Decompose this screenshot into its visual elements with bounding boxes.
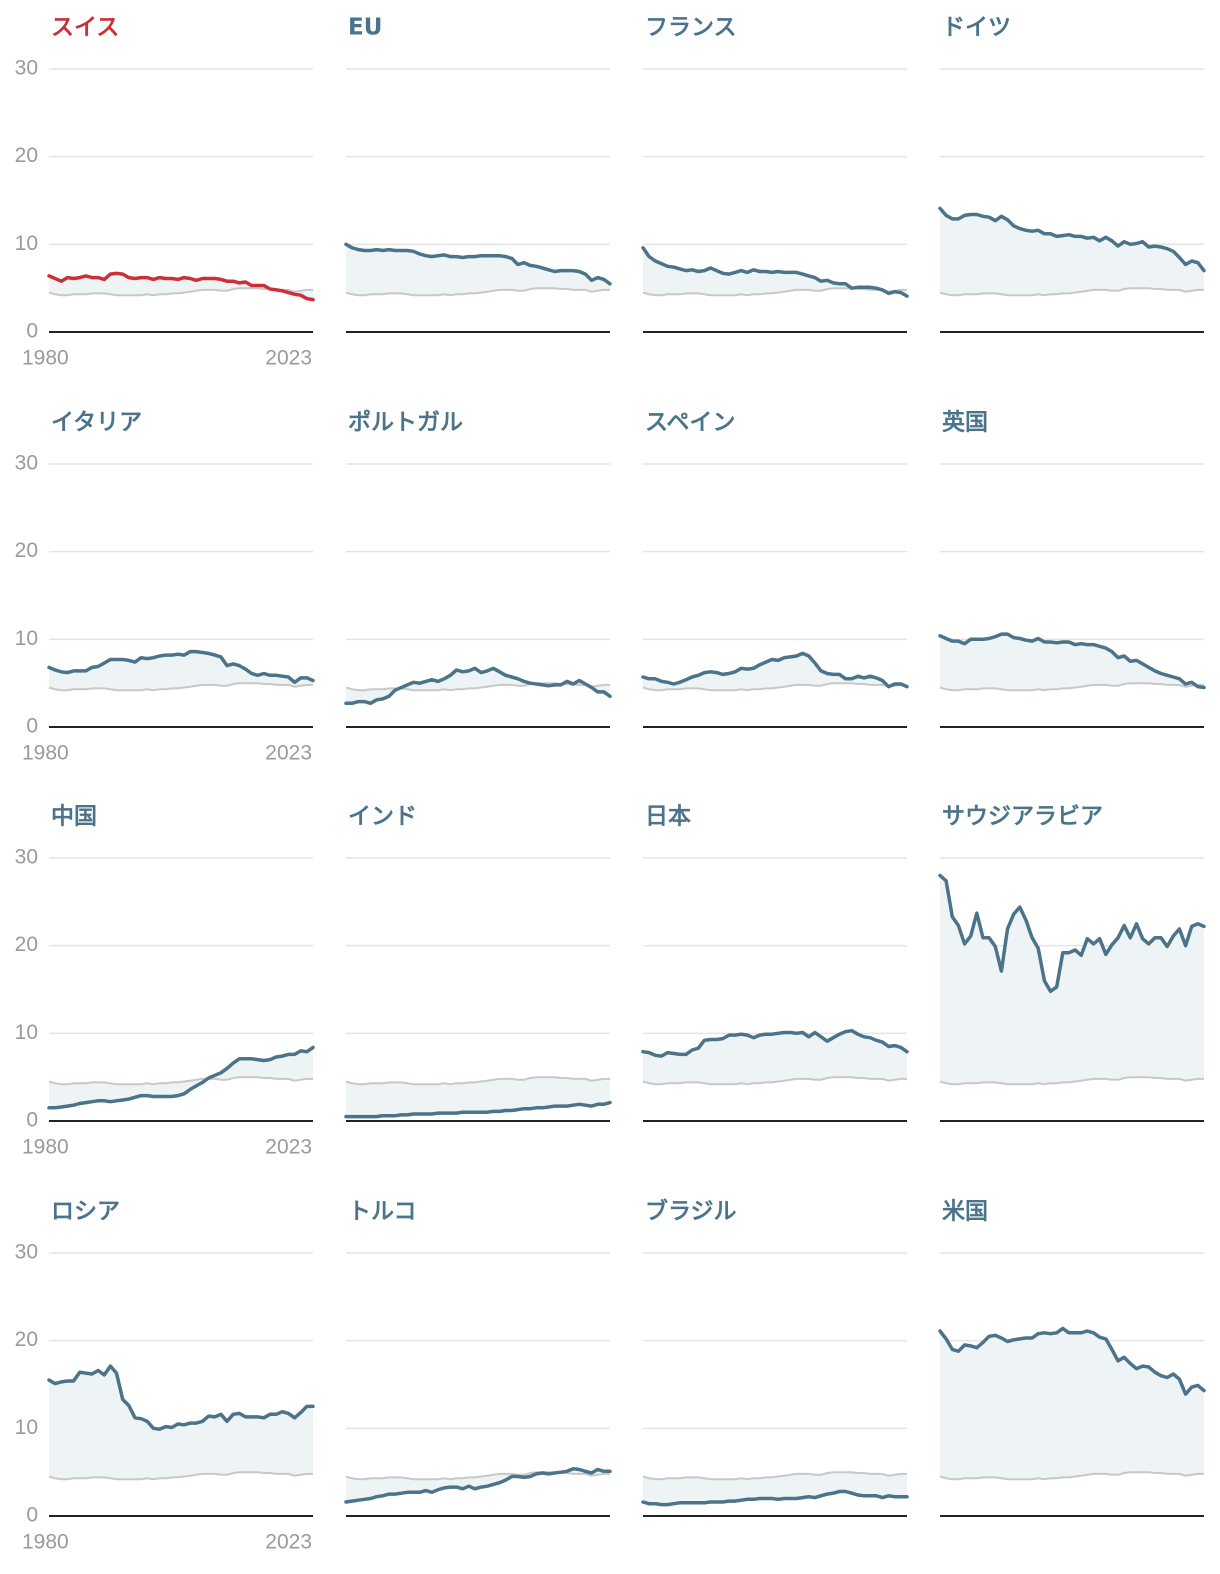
gap-area [346, 1468, 610, 1502]
y-tick-label: 30 [15, 452, 38, 475]
panel-15: ブラジル [641, 1198, 909, 1517]
series-line [938, 873, 1206, 994]
x-tick-label: 2023 [265, 1531, 312, 1554]
series-line [938, 206, 1206, 273]
reference-line [939, 1471, 1204, 1481]
panel-title: サウジアラビア [942, 804, 1103, 830]
y-tick-label: 10 [15, 627, 38, 650]
panel-2: EU [344, 15, 612, 333]
panel-16: 米国 [938, 1199, 1206, 1517]
panel-title: スイス [51, 15, 119, 41]
y-tick-label: 30 [15, 846, 38, 869]
gap-area [49, 1366, 313, 1480]
gap-area [940, 1328, 1204, 1480]
panel-4: ドイツ [938, 15, 1206, 333]
panel-1: スイス 0 10 20 30 1980 2023 [15, 15, 315, 370]
reference-line [642, 682, 907, 692]
x-tick-label: 2023 [265, 1136, 312, 1159]
reference-line [642, 1076, 907, 1086]
gap-area [643, 1030, 907, 1085]
reference-line [48, 682, 313, 692]
panel-title: インド [348, 804, 417, 830]
series-line [641, 246, 909, 298]
y-tick-label: 0 [26, 1109, 38, 1132]
panel-title: フランス [645, 15, 737, 41]
gap-area [940, 208, 1204, 296]
x-tick-label: 2023 [265, 347, 312, 370]
panel-5: イタリア 0 10 20 30 1980 2023 [15, 410, 315, 765]
panel-title: ブラジル [645, 1198, 737, 1225]
panel-3: フランス [641, 15, 909, 333]
series-line [938, 1326, 1206, 1396]
panel-10: インド [344, 804, 612, 1122]
gap-area [940, 875, 1204, 1085]
y-tick-label: 30 [15, 1241, 38, 1264]
gap-area [643, 653, 907, 691]
x-tick-label: 1980 [22, 347, 69, 370]
panel-title: 日本 [645, 804, 691, 830]
reference-line [48, 1076, 313, 1086]
panel-title: イタリア [51, 410, 142, 436]
panel-title: EU [348, 15, 382, 41]
y-tick-label: 0 [26, 715, 38, 738]
panel-title: ドイツ [942, 15, 1011, 41]
series-line [47, 649, 315, 685]
series-line [938, 632, 1206, 690]
reference-line [939, 1076, 1204, 1086]
y-tick-label: 10 [15, 232, 38, 255]
panel-11: 日本 [641, 804, 909, 1122]
y-tick-label: 20 [15, 933, 38, 956]
reference-line [642, 1471, 907, 1481]
panel-title: トルコ [348, 1199, 417, 1225]
series-line [641, 1028, 909, 1058]
gap-area [346, 668, 610, 704]
reference-line [345, 287, 610, 297]
series-line [344, 242, 612, 286]
reference-line [48, 1471, 313, 1481]
series-line [641, 651, 909, 689]
panel-title: 米国 [942, 1199, 988, 1225]
panel-title: 中国 [51, 804, 97, 830]
series-line [344, 1466, 612, 1504]
panel-title: スペイン [645, 410, 735, 436]
series-line [47, 1045, 315, 1110]
series-line [344, 1100, 612, 1119]
gap-area [346, 244, 610, 296]
x-tick-label: 1980 [22, 1531, 69, 1554]
y-tick-label: 10 [15, 1021, 38, 1044]
series-line [47, 1364, 315, 1431]
x-tick-label: 1980 [22, 742, 69, 765]
reference-line [939, 287, 1204, 297]
reference-line [345, 1076, 610, 1086]
panel-7: スペイン [641, 410, 909, 728]
panel-6: ポルトガル [344, 409, 612, 728]
gap-area [49, 1047, 313, 1108]
series-line [641, 1489, 909, 1507]
panel-14: トルコ [344, 1199, 612, 1517]
y-tick-label: 20 [15, 539, 38, 562]
series-line [47, 271, 315, 302]
panel-title: 英国 [942, 409, 988, 436]
panel-title: ロシア [51, 1199, 120, 1225]
gap-area [49, 273, 313, 300]
panel-8: 英国 [938, 409, 1206, 728]
series-line [344, 666, 612, 706]
gap-area [643, 1472, 907, 1505]
panel-13: ロシア 0 10 20 30 1980 2023 [15, 1199, 315, 1554]
x-tick-label: 2023 [265, 742, 312, 765]
y-tick-label: 20 [15, 144, 38, 167]
y-tick-label: 0 [26, 1504, 38, 1527]
y-tick-label: 30 [15, 57, 38, 80]
panel-12: サウジアラビア [938, 804, 1206, 1122]
y-tick-label: 10 [15, 1416, 38, 1439]
y-tick-label: 20 [15, 1328, 38, 1351]
y-tick-label: 0 [26, 320, 38, 343]
panel-9: 中国 0 10 20 30 1980 2023 [15, 804, 315, 1159]
x-tick-label: 1980 [22, 1136, 69, 1159]
reference-line [939, 682, 1204, 692]
gap-area [940, 634, 1204, 691]
panel-title: ポルトガル [348, 409, 463, 436]
